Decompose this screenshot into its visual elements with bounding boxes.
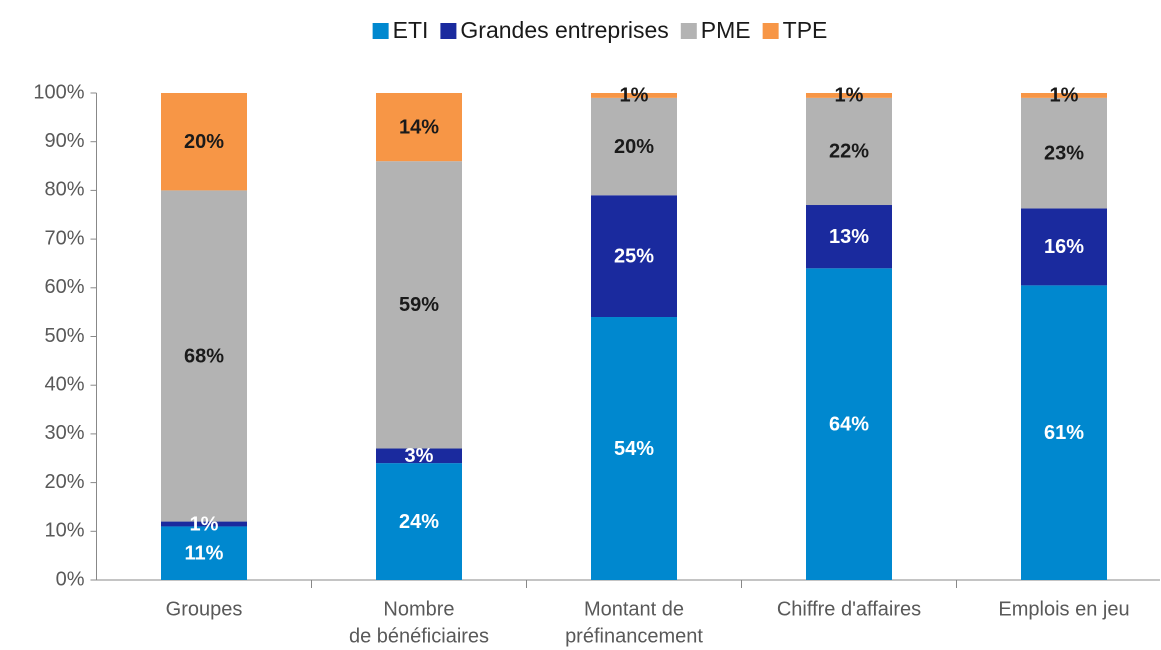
bar-segment — [161, 526, 247, 580]
data-label: 54% — [614, 438, 654, 460]
data-label: 1% — [835, 85, 864, 107]
data-label: 64% — [829, 413, 869, 435]
data-label: 61% — [1044, 422, 1084, 444]
bar-segment — [376, 93, 462, 162]
bar-segment — [376, 448, 462, 464]
bar-segment — [591, 93, 677, 98]
y-tick-label: 50% — [44, 325, 84, 347]
y-tick-label: 100% — [33, 81, 84, 103]
bar-segment — [591, 195, 677, 318]
bar-segment — [376, 463, 462, 580]
legend: ETI Grandes entreprises PME TPE — [372, 17, 828, 43]
data-label: 16% — [1044, 236, 1084, 258]
data-label: 1% — [190, 513, 219, 535]
bar-segment — [806, 97, 892, 206]
bar-segment — [161, 190, 247, 522]
legend-label: ETI — [393, 17, 429, 43]
data-label: 68% — [184, 345, 224, 367]
bar-segment — [591, 317, 677, 580]
legend-swatch — [680, 23, 697, 39]
y-tick-label: 40% — [44, 373, 84, 395]
data-label: 3% — [405, 445, 434, 467]
bar-segment — [1021, 285, 1107, 580]
data-label: 24% — [399, 511, 439, 533]
bar-segment — [161, 521, 247, 527]
bar-segment — [1021, 208, 1107, 286]
bar-segment — [376, 161, 462, 449]
data-label: 14% — [399, 116, 439, 138]
legend-swatch — [372, 23, 389, 39]
y-tick-label: 70% — [44, 227, 84, 249]
bar-segment — [806, 268, 892, 580]
data-label: 59% — [399, 294, 439, 316]
legend-label: PME — [701, 17, 751, 43]
x-tick-label: Chiffre d'affaires — [777, 598, 921, 620]
data-label: 20% — [184, 131, 224, 153]
data-label: 25% — [614, 245, 654, 267]
data-label: 20% — [614, 136, 654, 158]
bar-segment — [161, 93, 247, 191]
x-tick-label: Emplois en jeu — [998, 598, 1129, 620]
y-tick-label: 30% — [44, 422, 84, 444]
data-label: 1% — [1050, 85, 1079, 107]
x-tick-label: Nombre — [383, 598, 454, 620]
x-tick-label: Montant de — [584, 598, 684, 620]
y-tick-label: 90% — [44, 130, 84, 152]
legend-swatch — [762, 23, 779, 39]
data-label: 23% — [1044, 142, 1084, 164]
x-tick-label: de bénéficiaires — [349, 625, 489, 647]
legend-label: Grandes entreprises — [460, 17, 668, 43]
y-tick-label: 0% — [56, 568, 85, 590]
bar-segment — [806, 205, 892, 269]
data-label: 13% — [829, 226, 869, 248]
bar-segment — [806, 93, 892, 98]
bar-segment — [1021, 93, 1107, 98]
data-label: 1% — [620, 85, 649, 107]
legend-label: TPE — [783, 17, 828, 43]
bar-segment — [1021, 97, 1107, 209]
y-tick-label: 20% — [44, 471, 84, 493]
legend-swatch — [440, 23, 457, 39]
data-label: 11% — [185, 542, 224, 564]
y-tick-label: 60% — [44, 276, 84, 298]
bar-segment — [591, 97, 677, 196]
x-tick-label: préfinancement — [565, 625, 703, 647]
y-tick-label: 10% — [44, 520, 84, 542]
y-tick-label: 80% — [44, 179, 84, 201]
data-label: 22% — [829, 141, 869, 163]
x-tick-label: Groupes — [166, 598, 243, 620]
